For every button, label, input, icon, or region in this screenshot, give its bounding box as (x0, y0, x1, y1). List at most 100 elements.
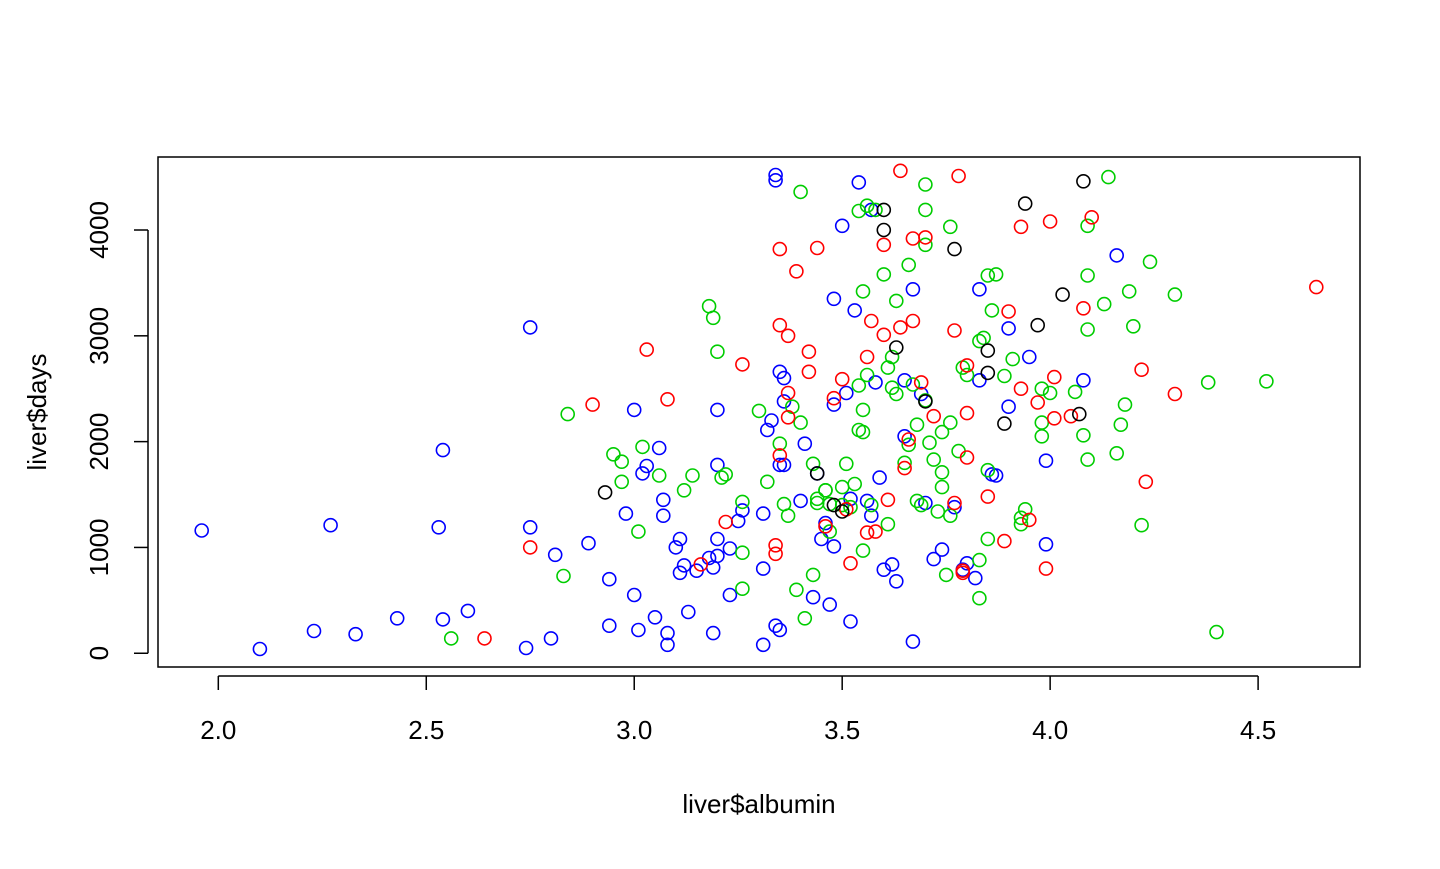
data-point (631, 524, 646, 539)
data-point (1063, 408, 1079, 424)
data-point (1034, 381, 1050, 397)
data-point (759, 474, 775, 490)
y-tick-label: 2000 (84, 413, 114, 471)
data-point (980, 365, 996, 381)
data-point (980, 343, 996, 358)
data-point (776, 394, 792, 409)
data-point (581, 535, 596, 551)
data-point (947, 499, 962, 515)
data-point (863, 497, 879, 513)
data-point (560, 406, 576, 422)
data-point (947, 495, 962, 511)
data-point (918, 177, 933, 192)
data-point (880, 492, 896, 508)
data-point (801, 344, 817, 360)
data-point (826, 397, 842, 412)
data-point (389, 610, 405, 626)
data-point (988, 468, 1004, 483)
data-point (755, 637, 771, 653)
data-point (522, 540, 538, 555)
data-point (859, 349, 875, 365)
data-point (1121, 284, 1137, 299)
data-point (913, 497, 929, 513)
data-point (194, 523, 209, 538)
data-point (601, 571, 617, 587)
data-point (826, 291, 842, 307)
data-point (735, 503, 750, 518)
data-point (651, 440, 667, 456)
data-point (1117, 397, 1133, 412)
data-point (660, 625, 675, 641)
data-point (959, 405, 975, 421)
data-point (1001, 304, 1016, 319)
data-point (1013, 381, 1029, 397)
data-point (1080, 452, 1095, 467)
data-point (855, 424, 871, 440)
data-point (1013, 219, 1029, 235)
data-point (601, 618, 617, 634)
data-point (1109, 248, 1124, 263)
data-point (1096, 296, 1112, 312)
data-point (647, 609, 663, 625)
data-point (805, 456, 821, 472)
data-point (655, 492, 671, 508)
data-point (868, 375, 883, 390)
data-point (1038, 561, 1054, 576)
data-point (618, 506, 634, 521)
data-point (1080, 322, 1095, 337)
data-point (959, 450, 975, 465)
data-point (710, 531, 725, 547)
data-point (934, 479, 950, 495)
data-point (348, 626, 363, 642)
data-point (984, 303, 1000, 318)
data-point (1209, 624, 1224, 640)
data-point (855, 402, 871, 418)
data-point (1259, 373, 1274, 389)
data-point (972, 372, 987, 388)
data-point (768, 537, 783, 553)
data-point (918, 230, 933, 245)
data-point (918, 394, 933, 409)
data-point (834, 371, 850, 387)
data-point (1167, 287, 1183, 302)
data-point (1055, 287, 1070, 302)
data-point (934, 464, 950, 480)
data-point (942, 415, 958, 430)
data-point (893, 163, 908, 179)
data-point (1005, 351, 1021, 367)
data-point (805, 589, 821, 605)
data-point (655, 508, 671, 524)
data-point (814, 531, 829, 547)
data-point (1076, 300, 1091, 316)
x-tick-label: 2.5 (408, 715, 444, 745)
data-point (876, 237, 892, 253)
data-point (735, 581, 750, 597)
data-point (431, 519, 447, 535)
data-point (672, 531, 688, 547)
data-point (805, 567, 821, 583)
data-point (522, 519, 538, 535)
y-tick-label: 3000 (84, 307, 114, 365)
data-point (710, 548, 725, 564)
y-tick-label: 4000 (84, 201, 114, 259)
data-point (959, 358, 975, 373)
data-point (772, 457, 788, 473)
data-point (855, 284, 871, 299)
data-point (918, 202, 933, 218)
data-point (838, 385, 854, 401)
x-tick-label: 2.0 (200, 715, 236, 745)
data-point (1067, 384, 1083, 400)
data-point (972, 281, 987, 297)
data-point (980, 489, 996, 504)
data-point (1142, 254, 1158, 270)
data-point (863, 508, 879, 524)
data-point (897, 372, 912, 388)
data-point (863, 313, 879, 329)
data-point (934, 424, 950, 440)
x-axis: 2.0 2.5 3.0 3.5 4.0 4.5 (200, 675, 1276, 745)
data-point (980, 268, 996, 283)
data-point (888, 386, 904, 402)
data-point (1030, 317, 1045, 333)
